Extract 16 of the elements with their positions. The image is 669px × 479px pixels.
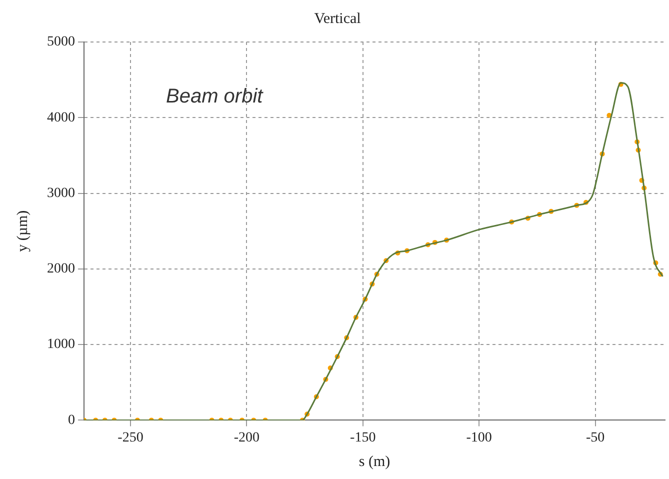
y-tick-label: 1000 <box>47 337 75 352</box>
chart-title: Vertical <box>314 10 361 27</box>
y-tick-label: 2000 <box>47 262 75 277</box>
y-tick-label: 5000 <box>47 34 75 50</box>
x-tick-label: -150 <box>350 430 376 446</box>
x-tick-label: -200 <box>234 430 260 446</box>
y-tick-label: 0 <box>68 412 75 428</box>
annotation: Beam orbit <box>166 86 264 108</box>
x-axis-title: s (m) <box>358 454 390 470</box>
x-tick-label: -50 <box>586 430 605 446</box>
x-tick-label: -250 <box>118 430 144 446</box>
y-tick-label: 3000 <box>47 186 75 201</box>
line-series <box>84 82 664 420</box>
x-tick-label: -100 <box>466 430 492 446</box>
y-tick-label: 4000 <box>47 110 75 126</box>
y-axis-title: y (µm) <box>14 210 31 252</box>
